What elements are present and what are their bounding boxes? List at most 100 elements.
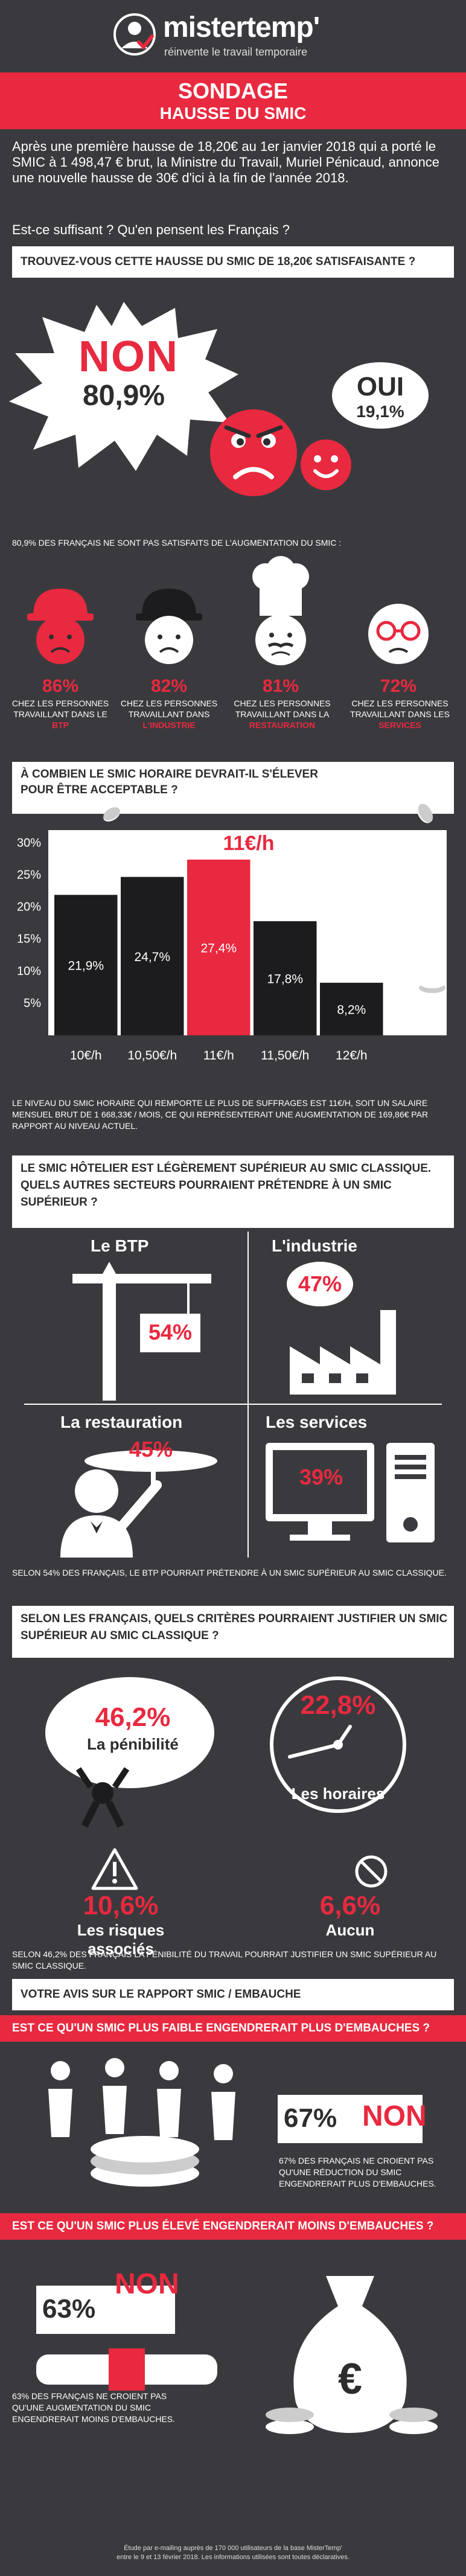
x-tick-label: 10,50€/h	[127, 1049, 177, 1063]
intro-paragraph: Après une première hausse de 18,20€ au 1…	[12, 139, 440, 185]
non-value: 80,9%	[82, 380, 165, 412]
sector-services-text: CHEZ LES PERSONNES TRAVAILLANT DANS LES	[350, 698, 450, 719]
q3-btp-pct-box	[140, 1314, 200, 1352]
heavy-load-icon	[45, 1677, 214, 1828]
industry-worker-icon	[136, 589, 202, 664]
q4-horaires-label: Les horaires	[291, 1785, 385, 1803]
coin-stack-icon	[419, 977, 445, 998]
sector-services-name: SERVICES	[378, 720, 421, 730]
bar-4	[320, 982, 383, 1035]
q5-sub1-note: 67% DES FRANÇAIS NE CROIENT PAS QU'UNE R…	[279, 2156, 436, 2188]
bars: 21,9% 24,7% 27,4% 17,8% 8,2%	[54, 859, 383, 1035]
y-tick-label: 25%	[17, 868, 41, 881]
sector-restauration-text: CHEZ LES PERSONNES TRAVAILLANT DANS LA	[234, 698, 331, 719]
y-tick-label: 5%	[24, 997, 41, 1010]
sector-industry-caption: CHEZ LES PERSONNES TRAVAILLANT DANS L'IN…	[118, 698, 220, 730]
x-ticks: 10€/h 10,50€/h 11€/h 11,50€/h 12€/h	[70, 1049, 368, 1063]
crane-icon	[72, 1262, 211, 1401]
people-coins-icon	[48, 2058, 235, 2187]
y-tick-label: 20%	[17, 901, 41, 914]
chef-icon	[252, 556, 309, 665]
q5-sub1-box	[278, 2095, 423, 2143]
coin-icon	[417, 804, 433, 823]
y-tick-label: 30%	[17, 836, 41, 849]
sector-btp-text: CHEZ LES PERSONNES TRAVAILLANT DANS LE	[11, 698, 109, 719]
q4-penibilite-label: La pénibilité	[87, 1735, 179, 1753]
q4-aucun-label: Aucun	[325, 1921, 375, 1939]
clock-icon	[270, 1676, 406, 1813]
footer-line1: Étude par e-mailing auprès de 170 000 ut…	[124, 2545, 342, 2552]
q3-divider-v	[247, 1232, 249, 1558]
q3-heading: LE SMIC HÔTELIER EST LÉGÈREMENT SUPÉRIEU…	[12, 1155, 454, 1228]
q4-horaires-pct: 22,8%	[300, 1690, 376, 1720]
q2-note: LE NIVEAU DU SMIC HORAIRE QUI REMPORTE L…	[12, 1098, 429, 1131]
q5-sub2: EST CE QU'UN SMIC PLUS ÉLEVÉ ENGENDRERAI…	[0, 2213, 466, 2240]
bar-1	[121, 877, 184, 1035]
q4-aucun-pct: 6,6%	[319, 1891, 381, 1920]
sector-btp-name: BTP	[52, 720, 69, 730]
money-bag-icon	[266, 2276, 438, 2434]
q3-services-pct: 39%	[299, 1465, 343, 1489]
sector-industry-pct: 82%	[150, 676, 188, 696]
x-tick-label: 11,50€/h	[261, 1049, 309, 1063]
bar-value-label: 17,8%	[267, 972, 303, 986]
y-tick-label: 10%	[17, 965, 41, 978]
computer-icon	[266, 1443, 435, 1542]
q3-btp-label: Le BTP	[91, 1236, 149, 1255]
q1-note: 80,9% DES FRANÇAIS NE SONT PAS SATISFAIT…	[12, 538, 342, 548]
bar-value-label: 27,4%	[200, 941, 237, 955]
forbidden-icon	[355, 1855, 388, 1888]
bar-3	[254, 921, 317, 1035]
x-tick-label: 12€/h	[336, 1049, 368, 1063]
smic-horaire-chart: 5% 10% 15% 20% 25% 30% 21,9% 24,7% 27,4% 17,8% 8,…	[17, 830, 447, 1063]
x-tick-label: 10€/h	[70, 1049, 102, 1063]
sector-industry-text: CHEZ LES PERSONNES TRAVAILLANT DANS	[120, 698, 218, 719]
non-label: NON	[78, 333, 179, 381]
bar-0	[54, 895, 118, 1035]
q3-note: SELON 54% DES FRANÇAIS, LE BTP POURRAIT …	[12, 1568, 447, 1577]
header: mistertemp' réinvente le travail tempora…	[0, 0, 466, 72]
euro-icon: €	[337, 2355, 363, 2403]
oui-label: OUI	[356, 372, 404, 401]
q1-heading: TROUVEZ-VOUS CETTE HAUSSE DU SMIC DE 18,…	[12, 246, 454, 278]
q3-industry-pct: 47%	[298, 1271, 342, 1296]
services-worker-icon	[368, 604, 429, 664]
q5-sub2-word: NON	[115, 2268, 179, 2300]
q3-industry-label: L'industrie	[272, 1236, 357, 1255]
q5-sub1-pct: 67%	[284, 2103, 337, 2133]
q4-risques-pct: 10,6%	[83, 1891, 159, 1920]
q3-restauration-pct: 45%	[129, 1437, 173, 1462]
oui-bubble	[332, 362, 429, 429]
q2-heading-line1: À COMBIEN LE SMIC HORAIRE DEVRAIT-IL S'É…	[21, 768, 318, 781]
sector-btp-caption: CHEZ LES PERSONNES TRAVAILLANT DANS LE B…	[6, 698, 115, 730]
warning-icon	[91, 1848, 138, 1890]
title-line2: HAUSSE DU SMIC	[159, 104, 307, 123]
q5-sub1: EST CE QU'UN SMIC PLUS FAIBLE ENGENDRERA…	[0, 2015, 466, 2042]
sector-industry-name: L'INDUSTRIE	[142, 720, 196, 730]
btp-worker-icon	[27, 589, 94, 664]
title-line1: SONDAGE	[177, 78, 289, 103]
sector-services-caption: CHEZ LES PERSONNES TRAVAILLANT DANS LES …	[347, 698, 453, 730]
q4-note: SELON 46,2% DES FRANÇAIS LA PÉNIBILITÉ D…	[12, 1949, 437, 1970]
q4-heading: SELON LES FRANÇAIS, QUELS CRITÈRES POURR…	[12, 1606, 454, 1658]
oui-value: 19,1%	[356, 402, 404, 421]
q4-risques-label: Les risques associés	[77, 1921, 165, 1958]
intro-question: Est-ce suffisant ? Qu'en pensent les Fra…	[12, 222, 290, 237]
q3-industry-pct-bubble	[287, 1262, 353, 1306]
angry-faces-icon	[210, 409, 351, 496]
footer-line2: entre le 9 et 13 février 2018. Les infor…	[116, 2554, 350, 2561]
sector-services-pct: 72%	[380, 676, 417, 696]
q2-heading-line2: POUR ÊTRE ACCEPTABLE ?	[21, 784, 178, 796]
sector-restauration-name: RESTAURATION	[249, 720, 316, 730]
logo-icon	[113, 13, 156, 56]
brand-name: mistertemp'	[163, 11, 320, 43]
q5-sub2-box	[36, 2286, 175, 2334]
q3-divider-h	[24, 1404, 442, 1405]
q5-sub1-word: NON	[362, 2100, 427, 2132]
non-burst-shape	[9, 302, 238, 471]
q2-heading: À COMBIEN LE SMIC HORAIRE DEVRAIT-IL S'É…	[12, 762, 454, 814]
q5-sub2-pct: 63%	[42, 2294, 96, 2324]
tied-hands-icon	[36, 2348, 217, 2391]
q3-btp-pct: 54%	[148, 1320, 193, 1344]
x-tick-label: 11€/h	[203, 1049, 234, 1063]
